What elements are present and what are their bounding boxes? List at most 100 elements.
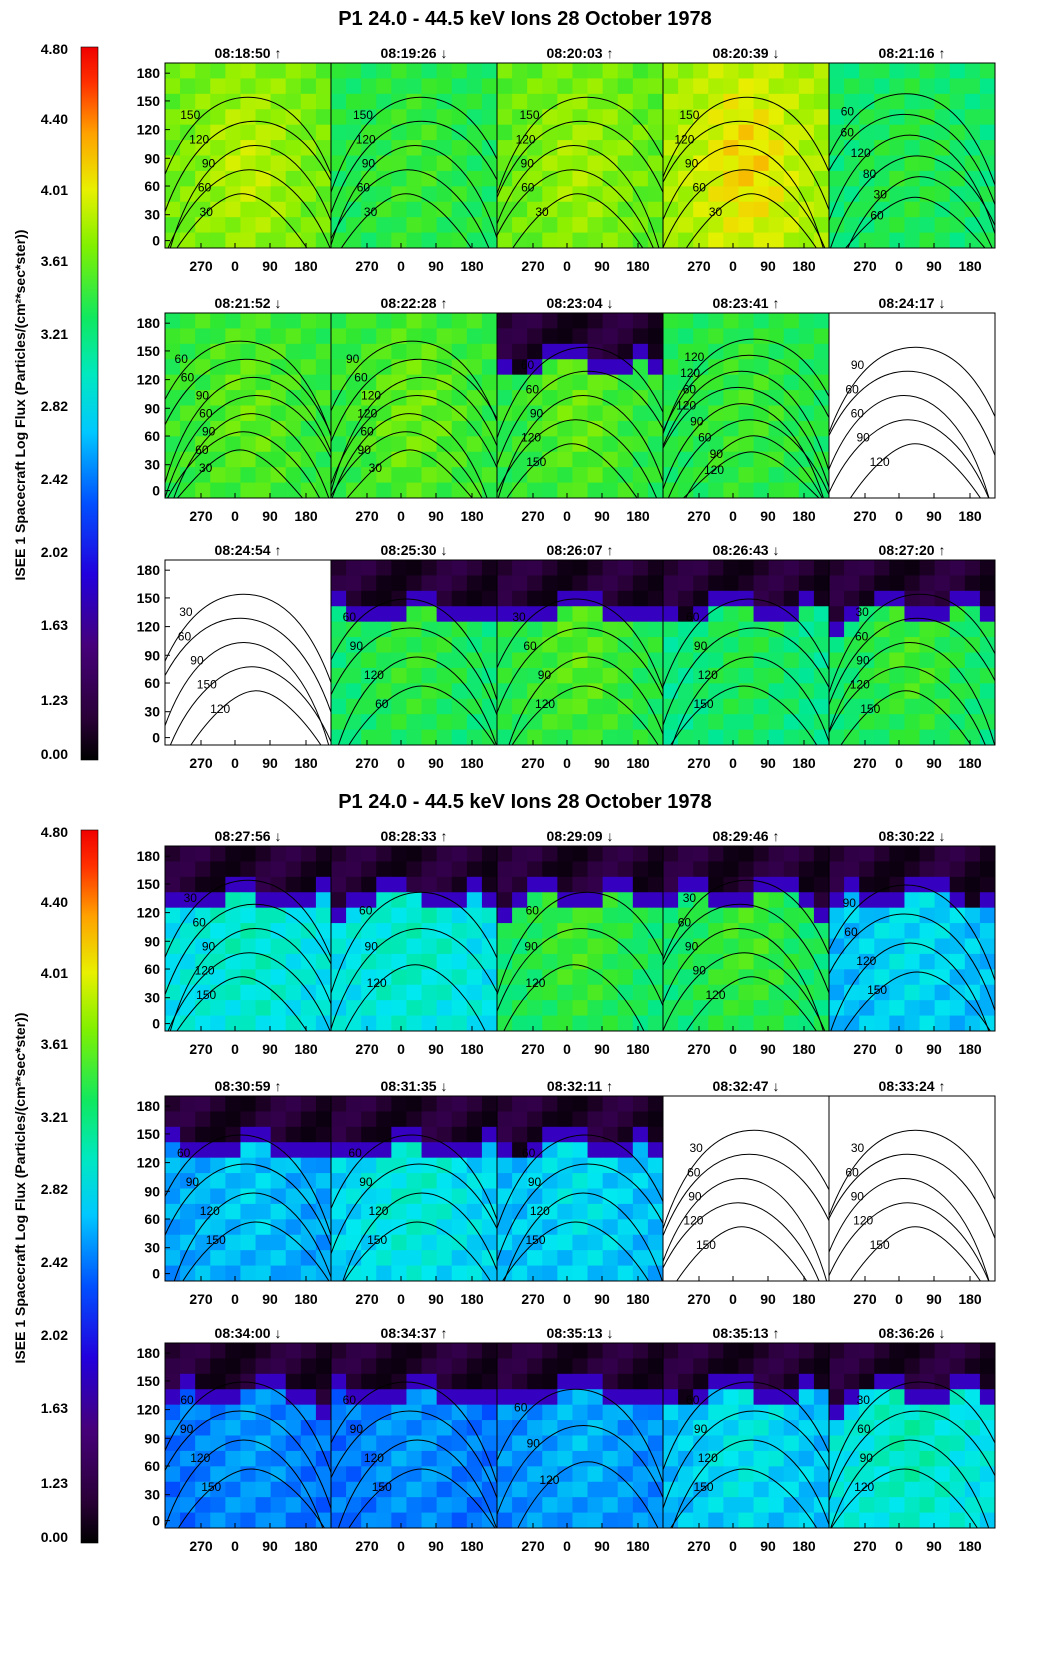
heatmap-cell bbox=[602, 1373, 619, 1390]
heatmap-cell bbox=[889, 1420, 906, 1437]
heatmap-cell bbox=[346, 1188, 362, 1205]
heatmap-cell bbox=[874, 109, 890, 126]
heatmap-cell bbox=[768, 186, 785, 203]
heatmap-cell bbox=[180, 328, 196, 345]
contour-line bbox=[497, 927, 663, 1013]
heatmap-cell bbox=[572, 63, 589, 80]
heatmap-cell bbox=[436, 1265, 453, 1281]
heatmap-cell bbox=[391, 1343, 408, 1360]
heatmap-cell bbox=[346, 78, 362, 95]
heatmap-cell bbox=[647, 359, 663, 376]
heatmap-cell bbox=[572, 451, 589, 468]
heatmap-cell bbox=[738, 1512, 755, 1528]
heatmap-cell bbox=[195, 124, 211, 141]
heatmap-cell bbox=[451, 1142, 468, 1159]
heatmap-cell bbox=[391, 1450, 408, 1467]
heatmap-cell bbox=[466, 729, 483, 745]
heatmap-cell bbox=[602, 621, 619, 638]
heatmap-cell bbox=[255, 1142, 272, 1159]
contour-label: 90 bbox=[851, 358, 865, 372]
heatmap-cell bbox=[753, 1512, 770, 1528]
heatmap-cell bbox=[738, 467, 755, 484]
heatmap-cell bbox=[693, 984, 709, 1001]
contour-label: 120 bbox=[683, 1214, 703, 1228]
heatmap-cell bbox=[421, 390, 438, 407]
contour-line bbox=[829, 1410, 995, 1503]
heatmap-cell bbox=[859, 637, 875, 654]
heatmap-cell bbox=[889, 683, 906, 700]
heatmap-cell bbox=[210, 343, 226, 360]
heatmap-cell bbox=[270, 1250, 287, 1267]
heatmap-cell bbox=[315, 892, 331, 909]
heatmap-cell bbox=[859, 1404, 875, 1421]
heatmap-cell bbox=[481, 374, 497, 391]
heatmap-cell bbox=[904, 186, 921, 203]
x-tick-label: 270 bbox=[521, 755, 545, 771]
heatmap-cell bbox=[617, 1157, 634, 1174]
heatmap-cell bbox=[285, 328, 302, 345]
heatmap-cell bbox=[451, 637, 468, 654]
heatmap-cell bbox=[376, 390, 392, 407]
heatmap-cell bbox=[180, 155, 196, 172]
heatmap-cell bbox=[512, 1373, 528, 1390]
heatmap-cell bbox=[587, 328, 604, 345]
heatmap-cell bbox=[768, 1497, 785, 1514]
heatmap-cell bbox=[844, 1466, 860, 1483]
heatmap-cell bbox=[361, 1343, 377, 1360]
panel-frame bbox=[164, 559, 332, 746]
heatmap-cell bbox=[813, 155, 829, 172]
heatmap-cell bbox=[572, 1096, 589, 1113]
heatmap-cell bbox=[512, 606, 528, 623]
heatmap-cell bbox=[195, 451, 211, 468]
heatmap-cell bbox=[481, 186, 497, 203]
heatmap-cell bbox=[723, 1420, 740, 1437]
heatmap-cell bbox=[406, 698, 423, 715]
heatmap-cell bbox=[195, 390, 211, 407]
heatmap-cell bbox=[602, 969, 619, 986]
heatmap-cell bbox=[829, 1497, 845, 1514]
heatmap-cell bbox=[693, 405, 709, 422]
heatmap-cell bbox=[436, 1404, 453, 1421]
heatmap-cell bbox=[557, 953, 574, 970]
heatmap-cell bbox=[210, 1126, 226, 1143]
heatmap-cell bbox=[165, 124, 181, 141]
heatmap-cell bbox=[270, 1096, 287, 1113]
heatmap-cell bbox=[678, 876, 694, 893]
heatmap-cell bbox=[723, 846, 740, 863]
heatmap-cell bbox=[632, 1219, 649, 1236]
heatmap-cell bbox=[693, 1015, 709, 1031]
heatmap-cell bbox=[964, 861, 981, 878]
heatmap-cell bbox=[165, 1404, 181, 1421]
heatmap-cell bbox=[587, 683, 604, 700]
heatmap-cell bbox=[587, 232, 604, 248]
heatmap-cell bbox=[874, 1420, 890, 1437]
heatmap-cell bbox=[542, 683, 558, 700]
heatmap-cell bbox=[617, 1373, 634, 1390]
heatmap-cell bbox=[542, 1157, 558, 1174]
heatmap-cell bbox=[406, 155, 423, 172]
heatmap-cell bbox=[300, 1343, 317, 1360]
heatmap-cell bbox=[557, 667, 574, 684]
heatmap-cell bbox=[210, 969, 226, 986]
x-tick-label: 180 bbox=[460, 755, 484, 771]
contour-line bbox=[663, 1381, 829, 1472]
heatmap-cell bbox=[964, 938, 981, 955]
heatmap-cell bbox=[647, 1343, 663, 1360]
heatmap-cell bbox=[527, 467, 543, 484]
heatmap-cell bbox=[527, 637, 543, 654]
heatmap-cell bbox=[300, 63, 317, 80]
heatmap-cell bbox=[617, 907, 634, 924]
heatmap-cell bbox=[225, 984, 242, 1001]
heatmap-cell bbox=[678, 729, 694, 745]
heatmap-cell bbox=[361, 846, 377, 863]
heatmap-cell bbox=[466, 1512, 483, 1528]
heatmap-cell bbox=[647, 124, 663, 141]
heatmap-cell bbox=[904, 1420, 921, 1437]
heatmap-cell bbox=[466, 621, 483, 638]
heatmap-cell bbox=[647, 953, 663, 970]
heatmap-cell bbox=[829, 1000, 845, 1017]
x-tick-label: 270 bbox=[521, 1291, 545, 1307]
